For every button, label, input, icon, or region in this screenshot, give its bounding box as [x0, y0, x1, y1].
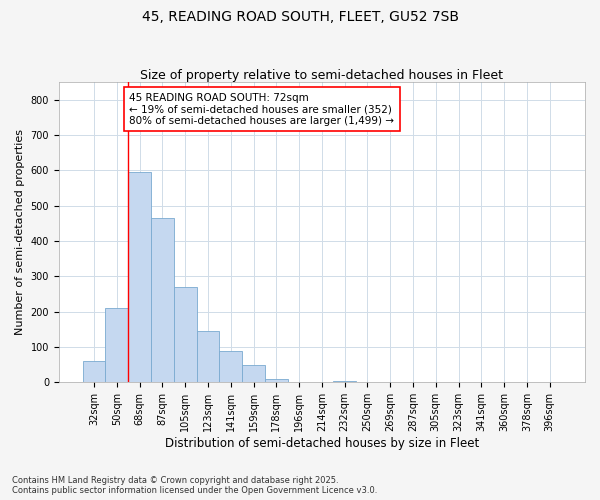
Bar [83, 361, 106, 382]
Bar [197, 331, 220, 382]
Text: 45, READING ROAD SOUTH, FLEET, GU52 7SB: 45, READING ROAD SOUTH, FLEET, GU52 7SB [142, 10, 458, 24]
Bar [151, 218, 174, 382]
Title: Size of property relative to semi-detached houses in Fleet: Size of property relative to semi-detach… [140, 69, 503, 82]
Text: Contains HM Land Registry data © Crown copyright and database right 2025.
Contai: Contains HM Land Registry data © Crown c… [12, 476, 377, 495]
Bar [106, 308, 128, 382]
Y-axis label: Number of semi-detached properties: Number of semi-detached properties [15, 129, 25, 335]
Bar [128, 172, 151, 382]
X-axis label: Distribution of semi-detached houses by size in Fleet: Distribution of semi-detached houses by … [165, 437, 479, 450]
Bar [333, 380, 356, 382]
Text: 45 READING ROAD SOUTH: 72sqm
← 19% of semi-detached houses are smaller (352)
80%: 45 READING ROAD SOUTH: 72sqm ← 19% of se… [130, 92, 394, 126]
Bar [220, 350, 242, 382]
Bar [174, 287, 197, 382]
Bar [265, 379, 288, 382]
Bar [242, 364, 265, 382]
